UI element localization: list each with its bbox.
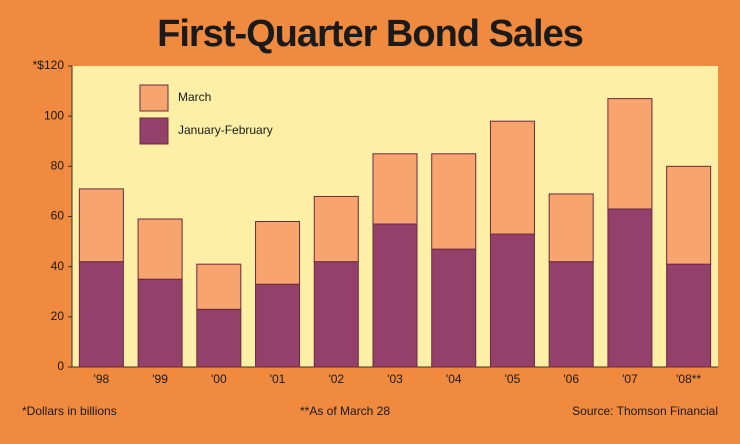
bar-segment	[137, 278, 183, 368]
y-tick-label: 20	[51, 309, 65, 323]
y-tick-label: 40	[51, 259, 65, 273]
bar-segment	[196, 308, 242, 368]
bar-segment	[489, 233, 535, 368]
x-tick-label: '03	[387, 372, 403, 386]
y-tick-label: 80	[51, 159, 65, 173]
bar-segment	[78, 188, 124, 263]
bar-segment	[607, 98, 653, 210]
bar-segment	[489, 120, 535, 235]
bar-segment	[255, 221, 301, 285]
bar-segment	[255, 283, 301, 368]
legend-label: March	[178, 90, 211, 104]
x-tick-label: '98	[94, 372, 110, 386]
x-tick-label: '99	[152, 372, 168, 386]
x-tick-label: '01	[270, 372, 286, 386]
bar-segment	[313, 195, 359, 263]
bar-segment	[431, 153, 477, 250]
bar-segment	[196, 263, 242, 310]
x-tick-label: '07	[622, 372, 638, 386]
footnote: *Dollars in billions	[22, 404, 117, 418]
bar-segment	[78, 261, 124, 368]
x-tick-label: '05	[505, 372, 521, 386]
x-tick-label: '06	[563, 372, 579, 386]
y-tick-label: 0	[57, 359, 64, 373]
bar-segment	[607, 208, 653, 368]
legend-label: January-February	[178, 123, 273, 137]
y-tick-label: 60	[51, 209, 65, 223]
y-tick-label: *$120	[33, 58, 65, 72]
bar-segment	[372, 223, 418, 368]
bar-segment	[372, 153, 418, 225]
bar-segment	[666, 263, 712, 368]
legend-swatch	[139, 117, 169, 145]
source: Source: Thomson Financial	[572, 404, 718, 418]
bar-segment	[137, 218, 183, 280]
bar-segment	[313, 261, 359, 368]
legend-swatch	[139, 84, 169, 112]
x-tick-label: '08**	[676, 372, 701, 386]
bar-segment	[666, 165, 712, 265]
x-tick-label: '02	[328, 372, 344, 386]
bar-segment	[548, 193, 594, 263]
bar-segment	[548, 261, 594, 368]
x-tick-label: '04	[446, 372, 462, 386]
x-tick-label: '00	[211, 372, 227, 386]
bar-segment	[431, 248, 477, 368]
y-tick-label: 100	[44, 108, 64, 122]
footnote: **As of March 28	[300, 404, 390, 418]
chart-title: First-Quarter Bond Sales	[157, 13, 583, 55]
